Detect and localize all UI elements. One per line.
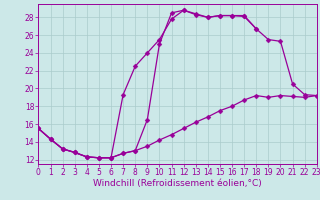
X-axis label: Windchill (Refroidissement éolien,°C): Windchill (Refroidissement éolien,°C) — [93, 179, 262, 188]
